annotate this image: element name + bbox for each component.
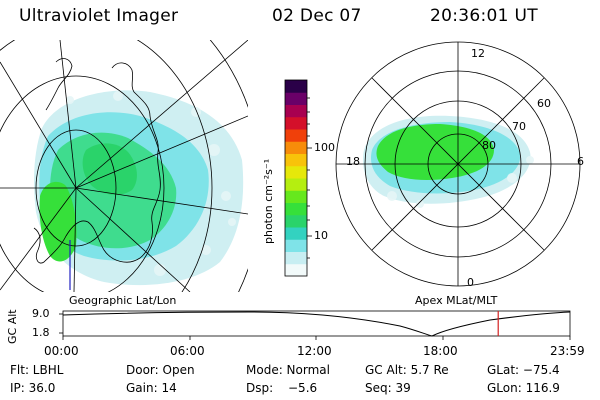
timeline-xtick-2359: 23:59 bbox=[550, 344, 585, 358]
colorbar-segment bbox=[285, 153, 307, 167]
polar-plot bbox=[335, 41, 581, 287]
info-ip: IP: 36.0 bbox=[10, 381, 56, 395]
mlt-label-0: 0 bbox=[467, 276, 474, 289]
info-dsp-value: −5.6 bbox=[288, 381, 318, 395]
timeline-xtick-0600: 06:00 bbox=[170, 344, 205, 358]
timeline-xtick-1200: 12:00 bbox=[297, 344, 332, 358]
coastline bbox=[33, 62, 161, 264]
mlat-label-70: 70 bbox=[512, 120, 526, 133]
colorbar-tick-100: 100 bbox=[314, 141, 335, 154]
left-map-caption: Geographic Lat/Lon bbox=[69, 294, 177, 307]
colorbar-segment bbox=[285, 202, 307, 216]
colorbar-segment bbox=[285, 116, 307, 130]
left-aurora-core-2 bbox=[82, 143, 137, 195]
info-glat: GLat: −75.4 bbox=[487, 363, 560, 377]
coastline-fragment bbox=[45, 58, 73, 111]
timeline-ticks bbox=[59, 313, 571, 340]
colorbar-segment bbox=[285, 104, 307, 118]
info-mode: Mode: Normal bbox=[246, 363, 330, 377]
geographic-map bbox=[0, 40, 248, 292]
colorbar-segment bbox=[285, 141, 307, 154]
colorbar-segment bbox=[285, 251, 307, 265]
colorbar-gradient bbox=[285, 80, 307, 277]
lon-lines bbox=[0, 40, 248, 292]
colorbar-segment bbox=[285, 165, 307, 179]
mlt-label-12: 12 bbox=[471, 47, 485, 60]
polar-speckle bbox=[387, 156, 534, 208]
colorbar-segment bbox=[285, 227, 307, 240]
left-speckle bbox=[66, 91, 236, 276]
instrument-title: Ultraviolet Imager bbox=[19, 6, 179, 26]
mlt-label-18: 18 bbox=[346, 155, 360, 168]
mlat-label-80: 80 bbox=[482, 139, 496, 152]
left-aurora-core bbox=[39, 181, 77, 262]
colorbar-segment bbox=[285, 239, 307, 252]
colorbar-segment bbox=[285, 129, 307, 142]
timeline-ytick-1.8: 1.8 bbox=[32, 326, 50, 339]
info-glon: GLon: 116.9 bbox=[487, 381, 560, 395]
gc-alt-curve bbox=[62, 311, 571, 337]
colorbar-segment bbox=[285, 80, 307, 93]
colorbar-segment bbox=[285, 214, 307, 228]
colorbar-segment bbox=[285, 190, 307, 203]
info-gc-alt: GC Alt: 5.7 Re bbox=[365, 363, 449, 377]
colorbar-ticks bbox=[307, 97, 312, 259]
colorbar-unit-label: photon cm⁻²s⁻¹ bbox=[262, 158, 275, 244]
mlat-label-60: 60 bbox=[537, 97, 551, 110]
timeline-xtick-1800: 18:00 bbox=[423, 344, 458, 358]
colorbar-segment bbox=[285, 92, 307, 105]
info-seq: Seq: 39 bbox=[365, 381, 411, 395]
colorbar bbox=[284, 79, 312, 277]
colorbar-frame bbox=[284, 79, 308, 277]
colorbar-segment bbox=[285, 263, 307, 277]
info-dsp-label: Dsp: bbox=[246, 381, 274, 395]
timeline-xtick-0000: 00:00 bbox=[44, 344, 79, 358]
timeline-frame bbox=[62, 310, 571, 337]
colorbar-tick-10: 10 bbox=[314, 229, 328, 242]
date-label: 02 Dec 07 bbox=[272, 6, 362, 26]
right-map-caption: Apex MLat/MLT bbox=[415, 294, 498, 307]
timeline-axis-label: GC Alt bbox=[6, 309, 19, 344]
timeline bbox=[59, 310, 571, 340]
timeline-ytick-9: 9.0 bbox=[32, 307, 50, 320]
info-gain: Gain: 14 bbox=[126, 381, 177, 395]
polar-aurora-core bbox=[376, 124, 494, 180]
mlt-spokes bbox=[336, 42, 580, 286]
mlt-label-6: 6 bbox=[577, 155, 584, 168]
info-flt: Flt: LBHL bbox=[10, 363, 64, 377]
colorbar-segment bbox=[285, 178, 307, 191]
info-door: Door: Open bbox=[126, 363, 195, 377]
time-label: 20:36:01 UT bbox=[430, 6, 538, 26]
